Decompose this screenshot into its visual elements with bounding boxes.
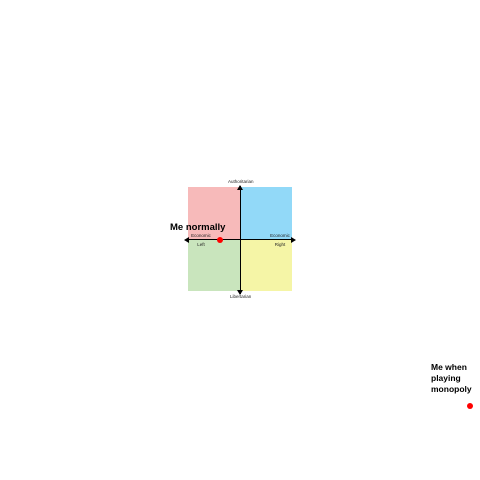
axis-label-economic-right-line1: Economic <box>270 233 290 238</box>
marker-me-normally <box>217 237 223 243</box>
arrow-up-icon <box>237 185 243 190</box>
quadrant-authoritarian-right <box>240 187 292 239</box>
axis-label-economic-right: Economic Right <box>268 233 292 247</box>
axis-label-economic-right-line2: Right <box>274 241 286 247</box>
marker-me-monopoly <box>467 403 473 409</box>
axis-label-economic-left-line1: Economic <box>191 233 211 238</box>
quadrant-libertarian-left <box>188 239 240 291</box>
annotation-me-monopoly: Me when playing monopoly <box>431 362 472 394</box>
axis-label-authoritarian: Authoritarian <box>228 179 254 184</box>
quadrant-authoritarian-left <box>188 187 240 239</box>
arrow-left-icon <box>184 236 189 243</box>
social-axis <box>239 186 241 294</box>
axis-label-economic-left-line2: Left <box>197 241 205 247</box>
quadrant-libertarian-right <box>240 239 292 291</box>
arrow-right-icon <box>291 236 296 243</box>
arrow-down-icon <box>237 290 243 295</box>
axis-label-libertarian: Libertarian <box>230 294 252 299</box>
axis-label-economic-left: Economic Left <box>190 233 212 247</box>
annotation-me-normally: Me normally <box>170 222 226 233</box>
